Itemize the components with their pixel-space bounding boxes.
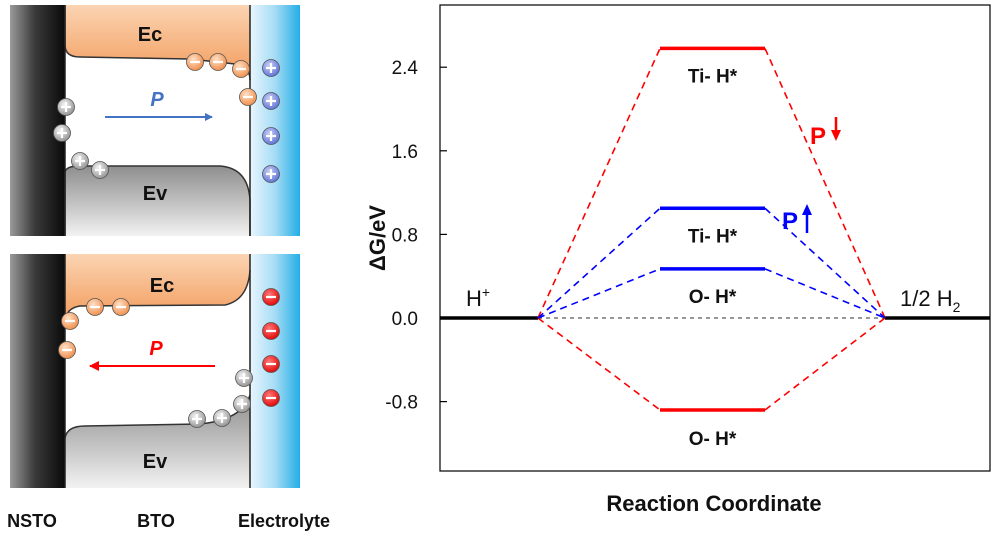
layer-label-nsto: NSTO — [7, 511, 57, 531]
ec-label-bottom: Ec — [150, 275, 174, 297]
nsto-layer-top — [10, 5, 65, 236]
plot-frame — [439, 4, 991, 472]
electrolyte-negative-charge — [262, 322, 280, 340]
ec-label-top: Ec — [138, 24, 162, 46]
connector-line — [764, 317, 886, 411]
charges-top — [53, 53, 280, 183]
electron-charge — [232, 60, 250, 78]
polarization-label-bottom: P — [149, 338, 163, 360]
valence-band-top — [65, 166, 250, 236]
electron-charge — [239, 88, 257, 106]
y-axis-label: ΔG/eV — [365, 205, 390, 271]
electron-charge — [86, 298, 104, 316]
y-tick-label: 2.4 — [392, 58, 419, 79]
connector-line — [537, 207, 661, 319]
y-tick-label: 0.0 — [392, 309, 418, 330]
energy-level-label: O- H* — [689, 287, 737, 308]
hole-charge — [71, 152, 89, 170]
band-diagram-top: Ec Ev P — [10, 5, 300, 236]
electron-charge — [61, 312, 79, 330]
connector-line — [537, 48, 661, 319]
free-energy-chart: 2.4 1.6 0.8 0.0 -0.8 ΔG/eV Reaction Coordina… — [365, 4, 991, 516]
arrow-up-icon — [802, 204, 812, 233]
electrolyte-layer-top — [250, 5, 300, 236]
ev-label-top: Ev — [143, 183, 168, 205]
electrolyte-positive-charge — [262, 165, 280, 183]
connector-line — [537, 268, 661, 319]
y-tick-label: 1.6 — [392, 142, 418, 163]
chart-marks: H+ 1/2 H2 Ti- H* O- H* Ti- H* O- H* P P — [440, 46, 990, 450]
arrow-down-icon — [831, 117, 841, 141]
hole-charge — [235, 369, 253, 387]
charges-bottom — [58, 288, 280, 428]
x-axis-label: Reaction Coordinate — [606, 491, 821, 516]
electron-charge — [209, 53, 227, 71]
hole-charge — [91, 161, 109, 179]
hole-charge — [213, 409, 231, 427]
electron-charge — [186, 53, 204, 71]
connector-line — [764, 207, 886, 319]
electrolyte-negative-charge — [262, 355, 280, 373]
energy-level-label: O- H* — [689, 429, 737, 450]
polarization-label-top: P — [150, 89, 164, 111]
final-state-label: 1/2 H2 — [900, 286, 961, 315]
valence-band-bottom — [65, 395, 250, 488]
band-diagram-bottom: Ec Ev P — [10, 254, 300, 488]
initial-state-label: H+ — [466, 284, 490, 311]
electrolyte-negative-charge — [262, 288, 280, 306]
electron-charge — [112, 298, 130, 316]
energy-level-label: Ti- H* — [688, 66, 738, 87]
y-axis: 2.4 1.6 0.8 0.0 -0.8 — [385, 58, 447, 414]
connector-line — [537, 317, 661, 411]
electrolyte-positive-charge — [262, 127, 280, 145]
electrolyte-negative-charge — [262, 389, 280, 407]
hole-charge — [188, 410, 206, 428]
connector-line — [764, 48, 886, 319]
electron-charge — [58, 341, 76, 359]
layer-label-bto: BTO — [137, 511, 175, 531]
electrolyte-positive-charge — [262, 92, 280, 110]
polarization-down-label: P — [810, 123, 826, 150]
connector-line — [764, 268, 886, 319]
conduction-band-top — [65, 5, 250, 80]
hole-charge — [57, 98, 75, 116]
hole-charge — [233, 395, 251, 413]
nsto-layer-bottom — [10, 254, 65, 488]
electrolyte-positive-charge — [262, 59, 280, 77]
hole-charge — [53, 124, 71, 142]
energy-level-label: Ti- H* — [688, 226, 738, 247]
ev-label-bottom: Ev — [143, 451, 168, 473]
layer-label-electrolyte: Electrolyte — [238, 511, 330, 531]
polarization-up-label: P — [782, 208, 798, 235]
y-tick-label: 0.8 — [392, 225, 418, 246]
y-tick-label: -0.8 — [385, 393, 418, 414]
